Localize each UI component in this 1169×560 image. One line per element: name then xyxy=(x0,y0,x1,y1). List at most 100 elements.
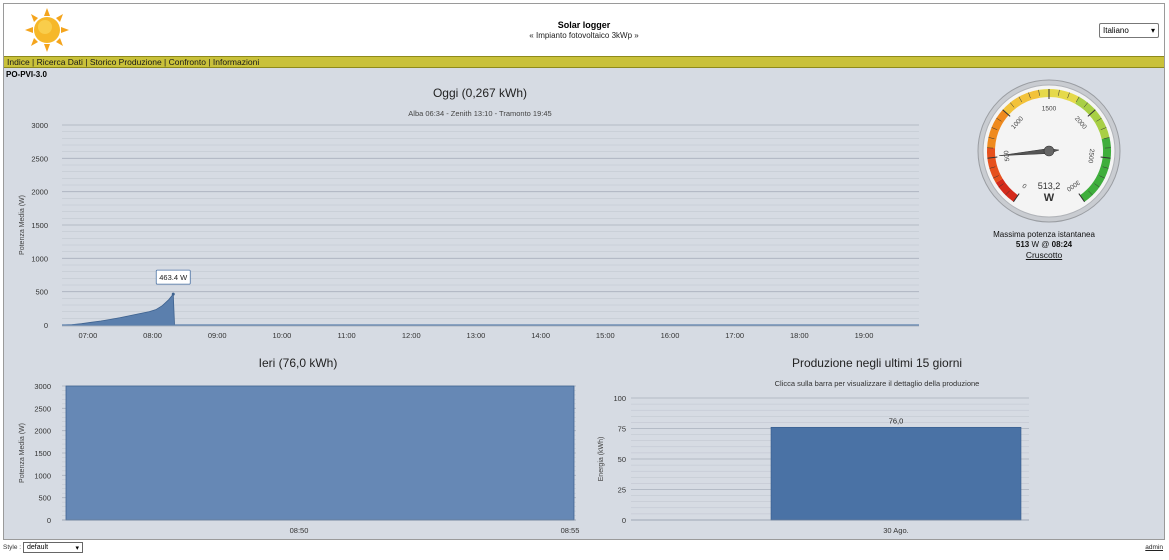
today-series-area xyxy=(61,293,175,326)
x-tick-label: 07:00 xyxy=(78,331,97,340)
gauge-tick-label: 1500 xyxy=(1042,106,1057,113)
gauge-minor-tick xyxy=(1102,166,1109,169)
x-tick-label: 15:00 xyxy=(596,331,615,340)
gauge-major-tick xyxy=(1100,156,1111,159)
x-tick-label: 16:00 xyxy=(661,331,680,340)
language-select-value: Italiano xyxy=(1103,26,1129,35)
y-axis-label: Energia (kWh) xyxy=(598,437,605,482)
y-tick-label: 1000 xyxy=(31,254,48,263)
x-tick-label: 30 Ago. xyxy=(883,526,908,535)
x-tick-label: 08:50 xyxy=(290,526,309,535)
style-select-value: default xyxy=(27,544,49,551)
gauge-color-band xyxy=(987,147,1003,183)
app-subtitle: « Impianto fotovoltaico 3kWp » xyxy=(529,31,639,40)
nav-item-confronto[interactable]: Confronto xyxy=(168,57,206,67)
gauge-max-line: 513 W @ 08:24 xyxy=(959,240,1129,250)
gauge-minor-tick xyxy=(1094,183,1100,188)
y-tick-label: 0 xyxy=(44,321,48,330)
x-tick-label: 08:00 xyxy=(143,331,162,340)
y-tick-label: 0 xyxy=(622,516,626,525)
gauge-minor-tick xyxy=(1099,175,1105,179)
gauge-color-band xyxy=(1075,96,1110,140)
gauge-major-tick xyxy=(987,156,998,159)
nav-item-storico-produzione[interactable]: Storico Produzione xyxy=(89,57,162,67)
nav-separator: | xyxy=(82,57,90,67)
today-chart-title: Oggi (0,267 kWh) xyxy=(433,86,527,100)
nav-separator: | xyxy=(205,57,213,67)
y-tick-label: 500 xyxy=(38,494,51,503)
nav-separator: | xyxy=(161,57,169,67)
y-tick-label: 0 xyxy=(47,516,51,525)
nav-item-informazioni[interactable]: Informazioni xyxy=(212,57,260,67)
x-tick-label: 19:00 xyxy=(855,331,874,340)
admin-link[interactable]: admin xyxy=(1145,544,1163,551)
gauge-minor-tick xyxy=(1067,92,1070,99)
gauge-minor-tick xyxy=(991,127,998,130)
gauge-minor-tick xyxy=(998,183,1004,188)
x-tick-label: 10:00 xyxy=(273,331,292,340)
x-tick-label: 18:00 xyxy=(790,331,809,340)
nav-item-ricerca-dati[interactable]: Ricerca Dati xyxy=(36,57,83,67)
gauge-minor-tick xyxy=(1083,102,1088,108)
header: Solar logger « Impianto fotovoltaico 3kW… xyxy=(4,4,1164,56)
cruscotto-link[interactable]: Cruscotto xyxy=(1025,250,1063,260)
gauge-major-tick xyxy=(1013,193,1020,203)
main-nav: Indice | Ricerca Dati | Storico Produzio… xyxy=(4,56,1164,68)
x-tick-label: 11:00 xyxy=(337,331,355,340)
style-select[interactable]: default ▾ xyxy=(23,542,83,553)
bar-data-label: 76,0 xyxy=(889,416,904,425)
yesterday-series-area xyxy=(65,385,575,521)
peak-tooltip-box xyxy=(155,269,191,285)
today-power-chart: Oggi (0,267 kWh) Alba 06:34 - Zenith 13:1… xyxy=(19,86,919,340)
last15-chart-subtitle: Clicca sulla barra per visualizzare il d… xyxy=(775,379,980,388)
x-tick-label: 08:55 xyxy=(561,526,580,535)
device-label: PO-PVI-3.0 xyxy=(6,70,47,79)
y-tick-label: 25 xyxy=(618,486,626,495)
y-tick-label: 3000 xyxy=(31,121,48,130)
y-tick-label: 2000 xyxy=(31,188,48,197)
gauge-caption-title: Massima potenza istantanea xyxy=(993,230,1095,239)
gauge-max-time: 08:24 xyxy=(1051,240,1073,249)
y-tick-label: 1500 xyxy=(34,449,51,458)
y-tick-label: 75 xyxy=(618,425,626,434)
last15-chart-title: Produzione negli ultimi 15 giorni xyxy=(792,356,962,370)
gauge-minor-tick xyxy=(993,175,999,179)
gauge-unit-text: W xyxy=(1044,192,1055,204)
gauge-minor-tick xyxy=(988,137,995,139)
gauge-minor-tick xyxy=(1096,117,1102,122)
gauge-minor-tick xyxy=(1075,96,1080,103)
gauge-max-unit: W @ xyxy=(1031,240,1050,249)
gauge-value-text: 513,2 xyxy=(1038,181,1061,191)
gauge-major-tick xyxy=(1002,109,1011,117)
x-tick-label: 14:00 xyxy=(531,331,550,340)
peak-tooltip-label: 463.4 W xyxy=(159,273,188,282)
gauge-color-band xyxy=(1079,137,1111,202)
gauge-minor-tick xyxy=(1005,190,1010,196)
x-tick-label: 09:00 xyxy=(208,331,227,340)
bar[interactable] xyxy=(770,426,1022,521)
y-tick-label: 2500 xyxy=(34,404,51,413)
footer: Style : default ▾ admin xyxy=(0,540,1169,560)
y-axis-label: Potenza Media (W) xyxy=(19,195,26,255)
app-title: Solar logger xyxy=(557,20,611,30)
last15-production-chart: Produzione negli ultimi 15 giorni Clicca … xyxy=(598,356,1029,535)
x-tick-label: 17:00 xyxy=(725,331,744,340)
y-tick-label: 1500 xyxy=(31,221,48,230)
gauge-minor-tick xyxy=(1018,96,1023,103)
nav-item-indice[interactable]: Indice xyxy=(7,57,30,67)
gauge-minor-tick xyxy=(996,117,1002,122)
x-tick-label: 12:00 xyxy=(402,331,421,340)
language-select[interactable]: Italiano ▾ xyxy=(1099,23,1159,38)
gauge-major-tick xyxy=(1078,193,1085,203)
peak-point xyxy=(171,292,175,296)
page-frame: Solar logger « Impianto fotovoltaico 3kW… xyxy=(3,3,1165,540)
gauge-tick-label: 0 xyxy=(1021,181,1028,189)
yesterday-chart-title: Ieri (76,0 kWh) xyxy=(259,356,338,370)
gauge-tick-label: 500 xyxy=(1003,150,1011,162)
gauge-minor-tick xyxy=(1038,89,1040,96)
chevron-down-icon: ▾ xyxy=(1150,26,1155,35)
nav-separator: | xyxy=(29,57,37,67)
gauge-minor-tick xyxy=(1010,102,1015,108)
y-tick-label: 1000 xyxy=(34,471,51,480)
